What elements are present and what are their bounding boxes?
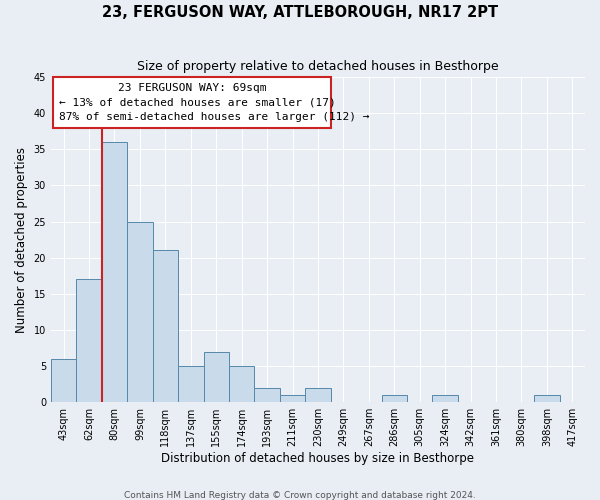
Bar <box>534 395 560 402</box>
Y-axis label: Number of detached properties: Number of detached properties <box>15 146 28 332</box>
Bar <box>152 250 178 402</box>
FancyBboxPatch shape <box>53 77 331 128</box>
Text: 23, FERGUSON WAY, ATTLEBOROUGH, NR17 2PT: 23, FERGUSON WAY, ATTLEBOROUGH, NR17 2PT <box>102 5 498 20</box>
Bar <box>51 359 76 402</box>
Text: Contains HM Land Registry data © Crown copyright and database right 2024.: Contains HM Land Registry data © Crown c… <box>124 490 476 500</box>
Bar <box>102 142 127 402</box>
Bar <box>229 366 254 402</box>
X-axis label: Distribution of detached houses by size in Besthorpe: Distribution of detached houses by size … <box>161 452 475 465</box>
Bar <box>305 388 331 402</box>
Text: 23 FERGUSON WAY: 69sqm: 23 FERGUSON WAY: 69sqm <box>118 82 266 92</box>
Bar <box>254 388 280 402</box>
Text: ← 13% of detached houses are smaller (17): ← 13% of detached houses are smaller (17… <box>59 97 335 107</box>
Text: 87% of semi-detached houses are larger (112) →: 87% of semi-detached houses are larger (… <box>59 112 369 122</box>
Bar <box>382 395 407 402</box>
Bar <box>76 280 102 402</box>
Bar <box>203 352 229 402</box>
Title: Size of property relative to detached houses in Besthorpe: Size of property relative to detached ho… <box>137 60 499 73</box>
Bar <box>433 395 458 402</box>
Bar <box>280 395 305 402</box>
Bar <box>127 222 152 402</box>
Bar <box>178 366 203 402</box>
